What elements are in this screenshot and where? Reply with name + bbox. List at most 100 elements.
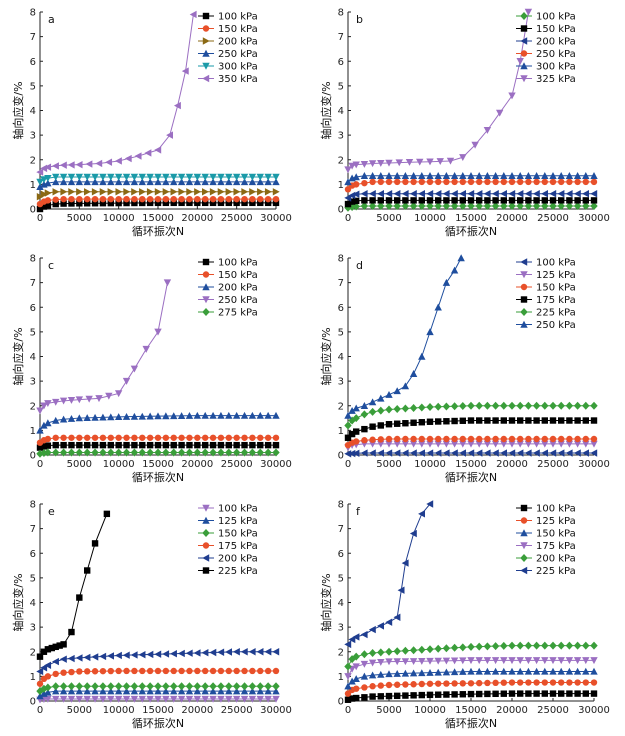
x-tick-label: 5000 xyxy=(376,459,401,470)
legend-label: 350 kPa xyxy=(218,74,258,85)
data-point xyxy=(517,197,524,204)
data-point xyxy=(500,435,507,443)
panel-label: e xyxy=(48,505,55,518)
data-point xyxy=(361,684,368,691)
data-point xyxy=(484,178,491,186)
data-point xyxy=(130,687,139,695)
data-point xyxy=(409,669,418,677)
legend-marker xyxy=(202,62,210,70)
data-point xyxy=(202,434,209,441)
data-point xyxy=(409,370,418,377)
data-point xyxy=(272,667,280,675)
y-axis-label: 轴向应变/% xyxy=(11,81,25,139)
series-250-kPa xyxy=(344,178,598,193)
data-point xyxy=(377,440,385,448)
data-point xyxy=(541,178,548,186)
data-point xyxy=(124,154,132,163)
y-tick-label: 3 xyxy=(338,377,344,388)
data-point xyxy=(590,172,598,179)
data-point xyxy=(442,644,451,653)
data-point xyxy=(549,401,557,410)
data-point xyxy=(348,198,356,205)
data-point xyxy=(508,679,516,686)
data-point xyxy=(565,657,574,665)
legend-marker xyxy=(202,567,210,574)
data-point xyxy=(154,173,162,181)
data-point xyxy=(369,197,376,204)
data-point xyxy=(233,188,241,196)
data-point xyxy=(492,178,499,186)
data-point xyxy=(185,411,194,419)
data-point xyxy=(146,434,154,441)
data-point xyxy=(475,667,483,675)
data-point xyxy=(123,441,130,449)
data-point xyxy=(209,178,217,186)
y-tick-label: 6 xyxy=(338,549,344,560)
legend-marker xyxy=(202,554,210,562)
data-point xyxy=(393,190,401,198)
data-point xyxy=(162,199,170,207)
data-point xyxy=(36,426,44,434)
data-point xyxy=(450,643,459,652)
data-point xyxy=(209,648,217,657)
legend-marker xyxy=(520,50,528,57)
data-point xyxy=(442,402,451,411)
data-point xyxy=(361,197,368,204)
data-point xyxy=(59,161,67,169)
data-point xyxy=(44,683,52,692)
data-point xyxy=(122,687,131,695)
data-point xyxy=(103,510,111,518)
data-point xyxy=(434,172,442,179)
data-point xyxy=(418,691,425,699)
data-point xyxy=(525,178,532,186)
data-point xyxy=(248,448,257,457)
data-point xyxy=(217,199,225,207)
data-point xyxy=(377,436,384,443)
data-point xyxy=(483,401,492,410)
data-point xyxy=(451,691,458,698)
data-point xyxy=(549,172,557,179)
data-point xyxy=(459,202,467,211)
legend-marker xyxy=(520,75,528,83)
panel-label: a xyxy=(48,13,55,26)
data-point xyxy=(459,172,467,179)
data-point xyxy=(209,434,217,441)
data-point xyxy=(209,448,217,457)
data-point xyxy=(459,190,466,198)
data-point xyxy=(107,441,114,449)
data-point xyxy=(178,667,185,675)
x-tick-label: 30000 xyxy=(578,459,610,470)
x-tick-label: 10000 xyxy=(103,459,135,470)
data-point xyxy=(385,190,393,198)
data-point xyxy=(52,188,60,196)
data-point xyxy=(139,199,146,207)
data-point xyxy=(99,413,107,421)
data-point xyxy=(541,401,549,410)
data-point xyxy=(130,365,139,373)
data-point xyxy=(44,189,52,197)
data-point xyxy=(442,668,451,676)
data-point xyxy=(471,141,479,149)
data-point xyxy=(91,695,99,703)
data-point xyxy=(122,651,130,659)
data-point xyxy=(122,412,131,420)
data-point xyxy=(193,173,202,181)
data-point xyxy=(582,401,590,410)
y-tick-label: 6 xyxy=(338,57,344,68)
data-point xyxy=(123,199,130,207)
data-point xyxy=(533,679,540,686)
data-point xyxy=(451,178,458,186)
data-point xyxy=(377,648,385,657)
data-point xyxy=(500,679,507,686)
data-point xyxy=(582,197,589,204)
data-point xyxy=(557,449,565,457)
data-point xyxy=(146,695,154,703)
data-point xyxy=(352,190,360,198)
data-point xyxy=(566,435,573,443)
data-point xyxy=(352,675,360,683)
data-point xyxy=(402,197,409,204)
data-point xyxy=(249,188,257,196)
data-point xyxy=(496,109,504,117)
data-point xyxy=(393,440,401,448)
data-point xyxy=(508,690,516,697)
